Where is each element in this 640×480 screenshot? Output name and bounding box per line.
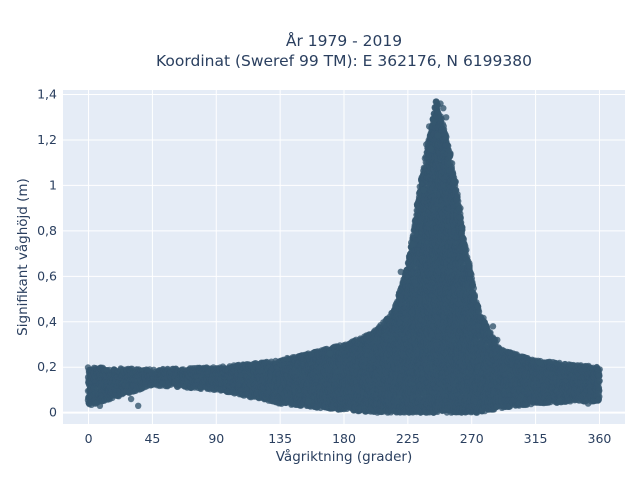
chart-title: År 1979 - 2019 (286, 31, 402, 50)
data-points (84, 98, 603, 416)
chart-subtitle: Koordinat (Sweref 99 TM): E 362176, N 61… (156, 52, 532, 70)
